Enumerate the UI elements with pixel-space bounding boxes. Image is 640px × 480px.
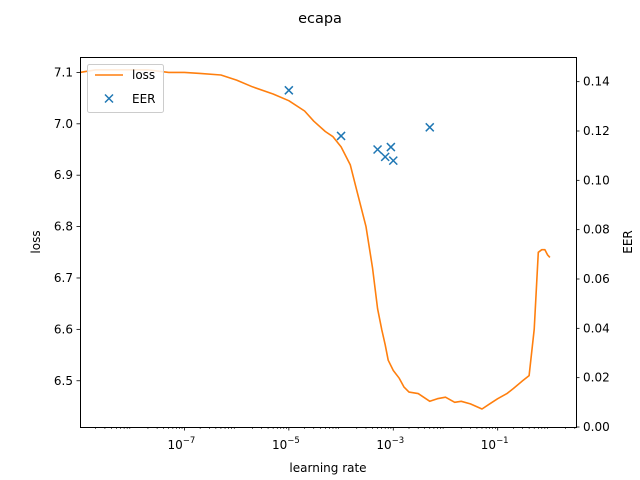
legend-eer-marker bbox=[104, 93, 114, 104]
series-EER-point bbox=[373, 144, 383, 155]
axes-frame bbox=[80, 57, 577, 428]
x-tick-label: 10−5 bbox=[272, 436, 300, 452]
series-EER-point bbox=[336, 131, 346, 141]
series-EER-point bbox=[284, 85, 294, 95]
right-y-tick-label: 0.14 bbox=[583, 75, 610, 89]
series-EER-point bbox=[386, 142, 396, 152]
right-y-tick-label: 0.12 bbox=[583, 124, 610, 138]
right-y-axis-label: EER bbox=[621, 230, 635, 254]
left-y-tick-label: 6.7 bbox=[54, 271, 73, 285]
left-y-tick-label: 6.8 bbox=[54, 220, 73, 234]
x-tick-label: 10−1 bbox=[481, 436, 509, 452]
series-EER-point bbox=[380, 152, 390, 162]
x-tick-label: 10−3 bbox=[376, 436, 404, 452]
left-y-tick-label: 7.0 bbox=[54, 117, 73, 131]
right-y-tick-label: 0.00 bbox=[583, 420, 610, 434]
legend-eer-label: EER bbox=[132, 92, 156, 106]
left-y-axis-label: loss bbox=[29, 230, 43, 253]
plot-area bbox=[79, 69, 551, 410]
right-y-tick-label: 0.08 bbox=[583, 223, 610, 237]
left-y-tick-label: 6.6 bbox=[54, 322, 73, 336]
series-EER-point bbox=[425, 122, 435, 132]
x-axis-label: learning rate bbox=[289, 461, 366, 475]
left-y-axis: 6.5 6.6 6.7 6.8 6.9 7.0 7.1 bbox=[54, 65, 80, 388]
right-y-tick-label: 0.02 bbox=[583, 371, 610, 385]
x-tick-label: 10−7 bbox=[168, 436, 196, 452]
right-y-axis: 0.00 0.02 0.04 0.06 0.08 0.10 0.12 0.14 bbox=[576, 75, 610, 434]
series-EER-point bbox=[388, 156, 398, 166]
left-y-tick-label: 6.5 bbox=[54, 374, 73, 388]
chart-title: ecapa bbox=[298, 11, 342, 27]
right-y-tick-label: 0.10 bbox=[583, 173, 610, 187]
left-y-tick-label: 7.1 bbox=[54, 65, 73, 79]
left-y-tick-label: 6.9 bbox=[54, 168, 73, 182]
legend-loss-label: loss bbox=[132, 68, 155, 82]
right-y-tick-label: 0.04 bbox=[583, 321, 610, 335]
legend: loss EER bbox=[87, 64, 164, 113]
series-loss-line bbox=[79, 69, 551, 410]
right-y-tick-label: 0.06 bbox=[583, 272, 610, 286]
x-axis: 10−7 10−5 10−3 10−1 bbox=[95, 427, 576, 452]
